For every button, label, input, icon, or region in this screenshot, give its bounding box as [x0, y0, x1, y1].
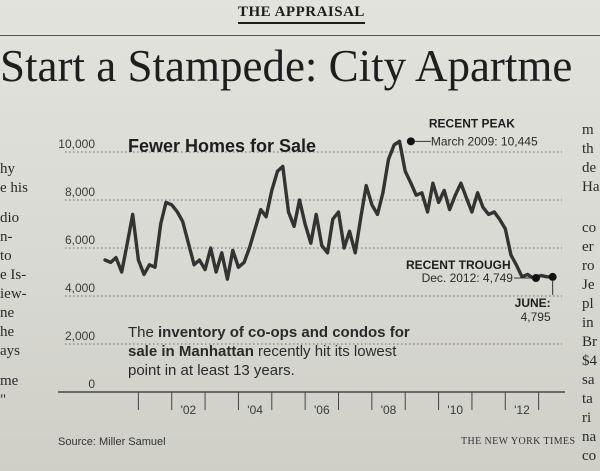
x-tick-label: '08	[381, 403, 397, 417]
left-column-line: e his	[0, 180, 28, 196]
left-column-line: n-	[0, 229, 13, 245]
x-tick-label: '10	[447, 403, 463, 417]
x-tick-label: '06	[314, 403, 330, 417]
x-tick-label: '02	[181, 403, 197, 417]
left-column-text: hy e his dio n-to e Is-iew-ne he ays me "	[0, 160, 44, 410]
y-tick-label: 8,000	[65, 185, 95, 199]
left-column-line: he	[0, 324, 15, 340]
right-column-text: m th de Ha co er ro Je pl in Br $4 sa ta ri na co	[582, 121, 600, 466]
caption-post: recently hit its lowest point in at leas…	[128, 343, 397, 379]
left-column-line: dio	[0, 210, 20, 226]
left-column-line: "	[0, 392, 7, 408]
right-column-line: Je	[582, 277, 595, 293]
trough-label: RECENT TROUGH	[406, 258, 511, 272]
right-column-line: sa	[582, 372, 595, 388]
trough-value: Dec. 2012: 4,749	[422, 271, 514, 285]
left-column-line: to	[0, 248, 12, 264]
june-value: 4,795	[521, 310, 551, 324]
right-column-line: m	[582, 122, 594, 138]
right-column-line: co	[582, 448, 597, 464]
header-rule	[0, 35, 600, 36]
y-tick-label: 4,000	[65, 281, 95, 295]
right-column-line: ro	[582, 258, 595, 274]
caption-pre: The	[128, 324, 159, 341]
right-column-line: pl	[582, 296, 594, 312]
y-tick-label: 2,000	[65, 329, 95, 343]
peak-label: RECENT PEAK	[429, 116, 515, 130]
y-tick-label: 6,000	[65, 233, 95, 247]
article-headline: Start a Stampede: City Apartme	[0, 41, 573, 91]
chart-credit: THE NEW YORK TIMES	[461, 436, 576, 447]
right-column-line: ta	[582, 391, 593, 407]
right-column-line: $4	[582, 353, 597, 369]
left-column-line: e Is-	[0, 267, 27, 283]
caption-bold: inventory of co-ops and condos for sale …	[128, 324, 410, 360]
left-column-line: iew-	[0, 286, 27, 302]
y-tick-label: 10,000	[58, 137, 95, 151]
right-column-line: ri	[582, 410, 592, 426]
x-tick-label: '12	[514, 403, 530, 417]
y-tick-label: 0	[88, 377, 95, 391]
left-column-line: ays	[0, 343, 20, 359]
chart-title: Fewer Homes for Sale	[128, 136, 317, 156]
peak-marker	[406, 137, 415, 146]
right-column-line: co	[582, 220, 597, 236]
left-column-line: hy	[0, 161, 15, 177]
x-tick-label: '04	[247, 403, 263, 417]
peak-value: March 2009: 10,445	[431, 134, 538, 148]
right-column-line: th	[582, 141, 594, 157]
right-column-line: in	[582, 315, 594, 331]
right-column-line: Br	[582, 334, 597, 350]
section-kicker: THE APPRAISAL	[238, 4, 365, 24]
trough-marker	[531, 274, 540, 283]
right-column-line: de	[582, 160, 597, 176]
right-column-line: na	[582, 429, 597, 445]
left-column-line: me	[0, 373, 19, 389]
left-column-line: ne	[0, 305, 15, 321]
right-column-line: Ha	[582, 179, 600, 195]
chart-caption: The inventory of co-ops and condos for s…	[128, 323, 418, 380]
chart-source: Source: Miller Samuel	[58, 436, 166, 448]
right-column-line: er	[582, 239, 594, 255]
june-marker	[548, 272, 557, 281]
june-label: JUNE:	[515, 296, 551, 310]
inventory-series-line	[103, 139, 555, 281]
